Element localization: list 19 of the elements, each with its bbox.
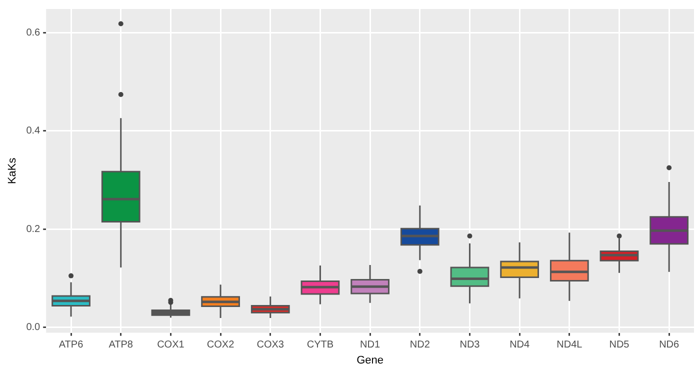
y-tick-label: 0.4: [26, 126, 41, 137]
x-tick-label: ATP8: [108, 340, 134, 351]
x-tick-label: ND1: [360, 340, 380, 351]
x-tick-label: ND2: [410, 340, 430, 351]
x-tick-label: ND4: [510, 340, 530, 351]
x-tick-label: ND4L: [556, 340, 583, 351]
x-tick-label: COX1: [157, 340, 185, 351]
x-axis-title: Gene: [356, 354, 384, 366]
x-tick-label: COX2: [206, 340, 235, 351]
x-tick-label: CYTB: [306, 340, 334, 351]
x-tick-label: ND6: [659, 340, 680, 351]
x-tick-label: ND3: [460, 340, 480, 351]
x-tick-label: ND5: [609, 340, 630, 351]
y-axis-title: KaKs: [6, 157, 19, 184]
y-tick-label: 0.6: [26, 27, 41, 38]
x-tick-label: COX3: [256, 340, 284, 351]
x-tick-label: ATP6: [58, 340, 84, 351]
y-tick-label: 0.2: [26, 224, 41, 235]
y-tick-label: 0.0: [26, 322, 41, 334]
